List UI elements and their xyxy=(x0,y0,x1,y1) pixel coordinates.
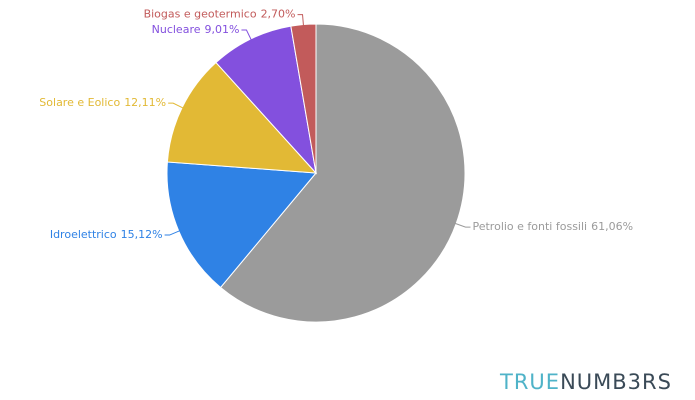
slice-label-name: Biogas e geotermico xyxy=(144,8,257,21)
leader-line xyxy=(452,221,471,228)
leader-line xyxy=(241,29,254,43)
watermark-part: NUMB3RS xyxy=(560,370,672,394)
leader-line xyxy=(168,102,186,110)
watermark-part: TRUE xyxy=(499,370,560,394)
slice-label: Nucleare 9,01% xyxy=(152,23,240,36)
slice-label-value: 61,06% xyxy=(591,220,633,233)
slice-label: Idroelettrico 15,12% xyxy=(50,228,163,241)
slice-label: Solare e Eolico 12,11% xyxy=(39,96,166,109)
watermark: TRUENUMB3RS xyxy=(499,370,672,394)
slice-label-value: 9,01% xyxy=(205,23,240,36)
slice-label: Biogas e geotermico 2,70% xyxy=(144,8,296,21)
leader-line xyxy=(164,229,183,236)
slice-label-value: 12,11% xyxy=(124,96,166,109)
slice-label: Petrolio e fonti fossili 61,06% xyxy=(472,220,633,233)
slice-label-name: Solare e Eolico xyxy=(39,96,120,109)
slice-label-name: Idroelettrico xyxy=(50,228,117,241)
slice-label-value: 2,70% xyxy=(261,8,296,21)
leader-line xyxy=(297,14,305,29)
slice-label-name: Nucleare xyxy=(152,23,201,36)
slice-label-name: Petrolio e fonti fossili xyxy=(472,220,587,233)
slice-label-value: 15,12% xyxy=(121,228,163,241)
